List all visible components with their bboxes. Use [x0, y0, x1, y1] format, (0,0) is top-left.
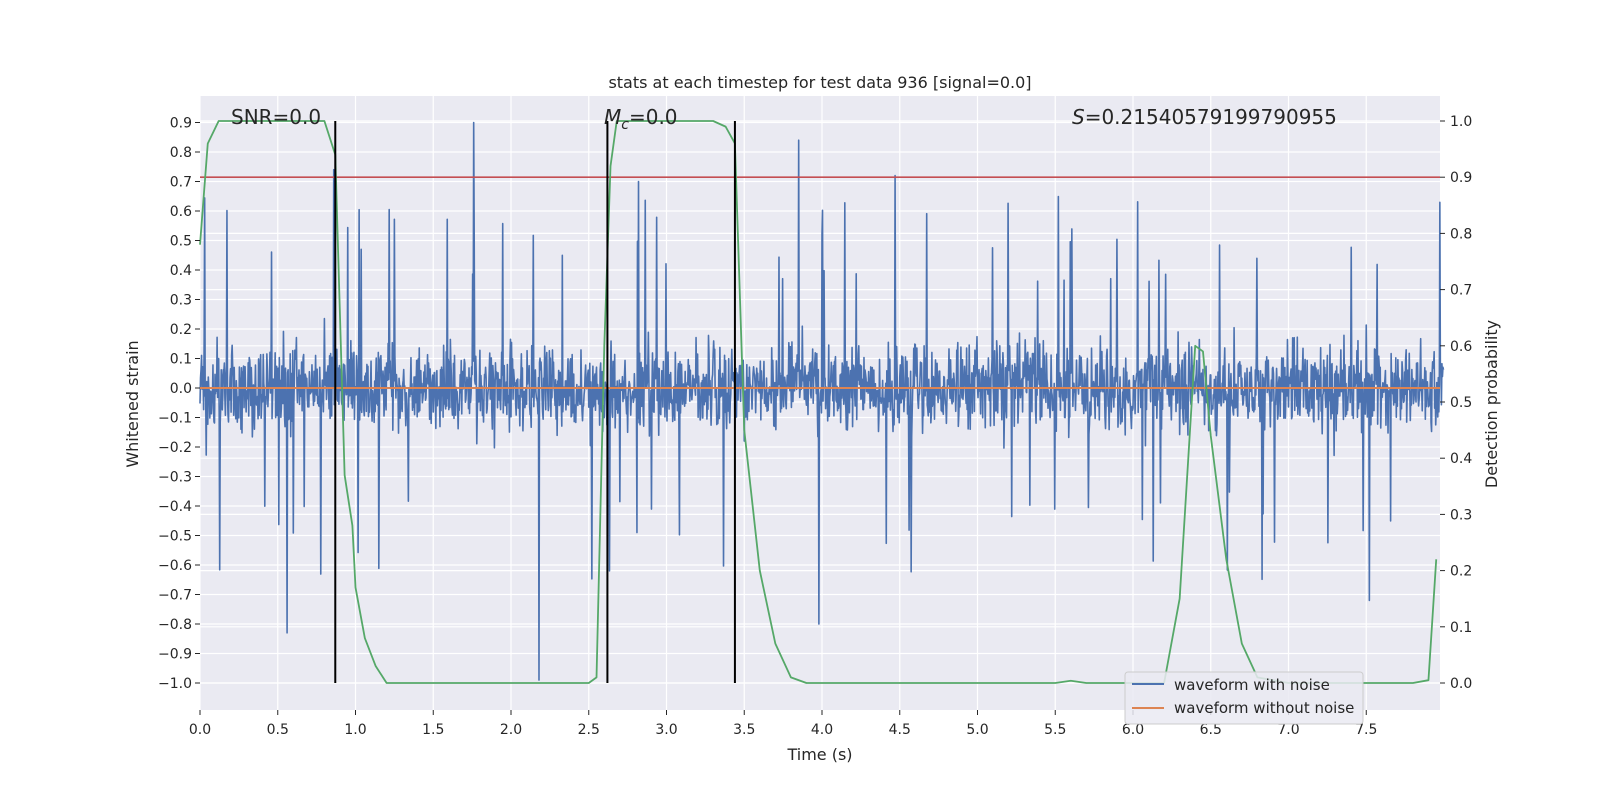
right-tick-label: 0.2	[1450, 564, 1472, 580]
right-tick-label: 0.5	[1450, 395, 1472, 411]
left-tick-label: −0.8	[158, 617, 192, 633]
right-tick-label: 0.7	[1450, 283, 1472, 299]
left-tick-label: 0.6	[170, 204, 192, 220]
left-tick-label: 0.5	[170, 234, 192, 250]
left-tick-label: −0.1	[158, 411, 192, 427]
statistic-value: =0.21540579199790955	[1085, 105, 1337, 129]
left-tick-label: −0.3	[158, 470, 192, 486]
x-tick-label: 7.0	[1277, 722, 1299, 738]
left-tick-label: 0.8	[170, 145, 192, 161]
legend-box	[1124, 671, 1364, 725]
left-axis-ticks: 0.9 0.8 0.7 0.6 0.5 0.4 0.3 0.2 0.1 0.0 −0.1 −0.2 −0…	[158, 116, 200, 692]
left-tick-label: 0.9	[170, 116, 192, 132]
x-tick-label: 2.0	[500, 722, 522, 738]
left-tick-label: −1.0	[158, 676, 192, 692]
detection-probability-line	[199, 120, 1438, 684]
left-tick-label: 0.3	[170, 293, 192, 309]
left-tick-label: −0.6	[158, 558, 192, 574]
x-tick-label: 1.5	[422, 722, 444, 738]
x-tick-label: 6.5	[1200, 722, 1222, 738]
statistic-annotation: S=0.21540579199790955	[1072, 105, 1337, 129]
chirp-mass-symbol: M	[604, 105, 621, 129]
right-axis-label: Detection probability	[1482, 320, 1501, 488]
x-tick-label: 6.0	[1122, 722, 1144, 738]
x-axis-label: Time (s)	[786, 745, 852, 764]
x-tick-label: 0.0	[189, 722, 211, 738]
statistic-symbol: S	[1072, 105, 1085, 129]
right-tick-label: 0.0	[1450, 676, 1472, 692]
right-tick-label: 0.4	[1450, 451, 1472, 467]
right-axis-ticks: 1.0 0.9 0.8 0.7 0.6 0.5 0.4 0.3 0.2 0.1 0.0	[1440, 114, 1472, 692]
left-tick-label: −0.2	[158, 440, 192, 456]
x-tick-label: 3.0	[655, 722, 677, 738]
left-tick-label: −0.4	[158, 499, 192, 515]
chirp-mass-subscript: c	[621, 117, 629, 133]
chirp-mass-value: =0.0	[629, 105, 678, 129]
left-tick-label: 0.7	[170, 175, 192, 191]
right-tick-label: 0.9	[1450, 170, 1472, 186]
left-tick-label: 0.2	[170, 322, 192, 338]
left-tick-label: −0.5	[158, 529, 192, 545]
right-tick-label: 0.3	[1450, 507, 1472, 523]
x-tick-label: 0.5	[267, 722, 289, 738]
chirp-mass-annotation: Mc=0.0	[604, 105, 678, 133]
left-tick-label: −0.7	[158, 588, 192, 604]
left-tick-label: 0.4	[170, 263, 192, 279]
snr-annotation: SNR=0.0	[231, 105, 321, 129]
x-tick-label: 2.5	[578, 722, 600, 738]
x-tick-label: 7.5	[1355, 722, 1377, 738]
legend-label-clean: waveform without noise	[1174, 699, 1354, 717]
x-tick-label: 5.0	[966, 722, 988, 738]
left-axis-label: Whitened strain	[123, 340, 142, 467]
right-tick-label: 0.1	[1450, 620, 1472, 636]
legend: waveform with noise waveform without noi…	[1124, 671, 1364, 725]
x-tick-label: 5.5	[1044, 722, 1066, 738]
right-tick-label: 0.6	[1450, 339, 1472, 355]
x-tick-label: 1.0	[344, 722, 366, 738]
x-tick-label: 3.5	[733, 722, 755, 738]
left-tick-label: −0.9	[158, 647, 192, 663]
right-tick-label: 1.0	[1450, 114, 1472, 130]
x-tick-label: 4.5	[889, 722, 911, 738]
x-tick-label: 4.0	[811, 722, 833, 738]
chart-title: stats at each timestep for test data 936…	[608, 73, 1031, 92]
right-tick-label: 0.8	[1450, 226, 1472, 242]
left-tick-label: 0.1	[170, 352, 192, 368]
x-axis-ticks: 0.0 0.5 1.0 1.5 2.0 2.5 3.0 3.5 4.0 4.5 5.0 5.5 6.0 6…	[189, 710, 1377, 738]
left-tick-label: 0.0	[170, 381, 192, 397]
series-layer	[199, 120, 1445, 684]
legend-label-noise: waveform with noise	[1174, 676, 1330, 694]
